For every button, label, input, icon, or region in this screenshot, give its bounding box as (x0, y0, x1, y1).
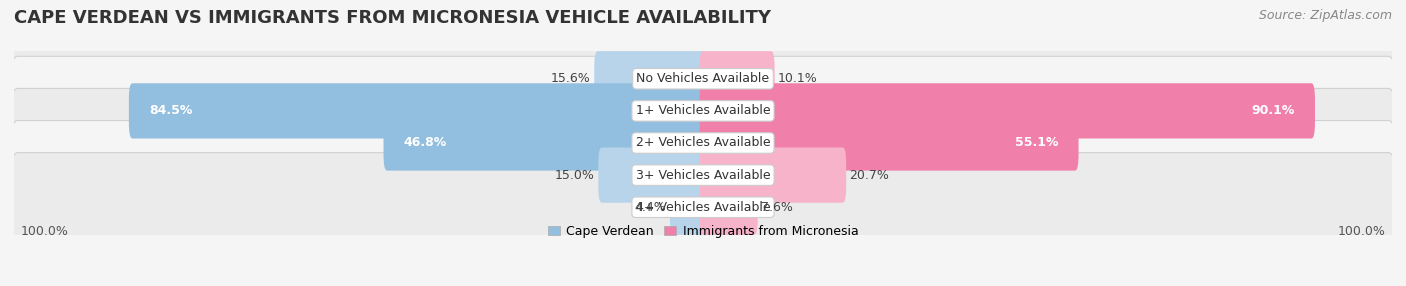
Text: 4.4%: 4.4% (634, 201, 666, 214)
Text: No Vehicles Available: No Vehicles Available (637, 72, 769, 85)
FancyBboxPatch shape (384, 115, 706, 171)
Text: CAPE VERDEAN VS IMMIGRANTS FROM MICRONESIA VEHICLE AVAILABILITY: CAPE VERDEAN VS IMMIGRANTS FROM MICRONES… (14, 9, 770, 27)
Text: 100.0%: 100.0% (21, 225, 69, 238)
FancyBboxPatch shape (669, 180, 706, 235)
Text: 100.0%: 100.0% (1337, 225, 1385, 238)
FancyBboxPatch shape (700, 148, 846, 203)
FancyBboxPatch shape (10, 56, 1396, 166)
FancyBboxPatch shape (700, 83, 1315, 138)
FancyBboxPatch shape (700, 180, 758, 235)
Legend: Cape Verdean, Immigrants from Micronesia: Cape Verdean, Immigrants from Micronesia (543, 220, 863, 243)
Text: 15.0%: 15.0% (555, 169, 595, 182)
FancyBboxPatch shape (595, 51, 706, 106)
Text: 3+ Vehicles Available: 3+ Vehicles Available (636, 169, 770, 182)
FancyBboxPatch shape (10, 24, 1396, 133)
FancyBboxPatch shape (700, 115, 1078, 171)
FancyBboxPatch shape (599, 148, 706, 203)
Text: 15.6%: 15.6% (551, 72, 591, 85)
FancyBboxPatch shape (129, 83, 706, 138)
Text: 4+ Vehicles Available: 4+ Vehicles Available (636, 201, 770, 214)
Text: 1+ Vehicles Available: 1+ Vehicles Available (636, 104, 770, 117)
Text: 46.8%: 46.8% (404, 136, 447, 150)
Text: 7.6%: 7.6% (761, 201, 793, 214)
Text: 20.7%: 20.7% (849, 169, 890, 182)
Text: Source: ZipAtlas.com: Source: ZipAtlas.com (1258, 9, 1392, 21)
FancyBboxPatch shape (10, 153, 1396, 262)
FancyBboxPatch shape (10, 120, 1396, 230)
FancyBboxPatch shape (700, 51, 775, 106)
Text: 10.1%: 10.1% (778, 72, 818, 85)
Text: 2+ Vehicles Available: 2+ Vehicles Available (636, 136, 770, 150)
FancyBboxPatch shape (10, 88, 1396, 198)
Text: 90.1%: 90.1% (1251, 104, 1295, 117)
Text: 55.1%: 55.1% (1015, 136, 1059, 150)
Text: 84.5%: 84.5% (149, 104, 193, 117)
